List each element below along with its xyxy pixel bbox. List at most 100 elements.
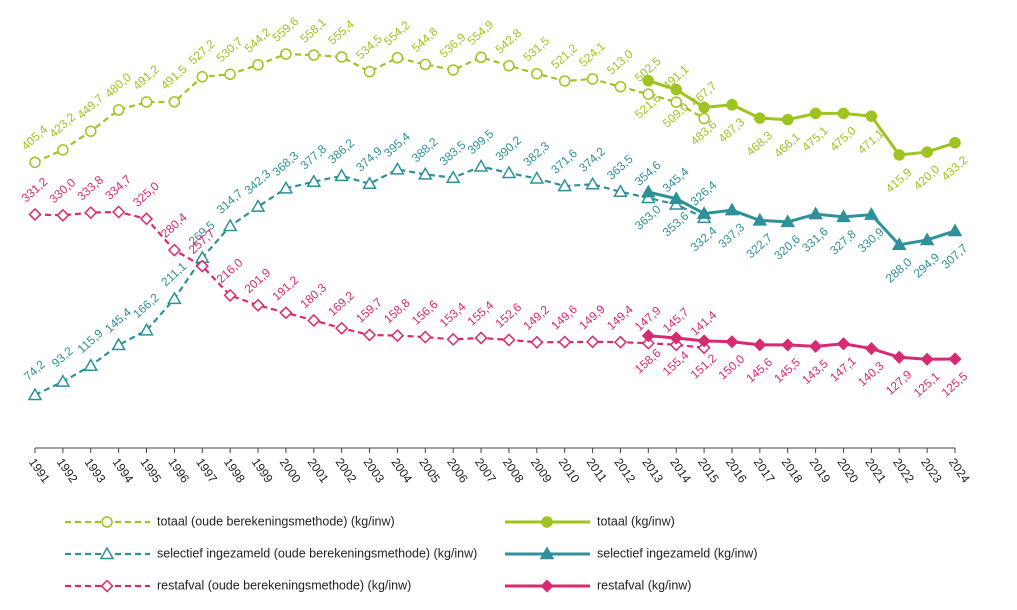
marker (335, 51, 348, 63)
marker (418, 330, 432, 344)
data-label: 74,2 (21, 357, 48, 383)
data-label: 145,7 (660, 305, 692, 336)
data-label: 449,7 (74, 91, 106, 122)
marker (112, 205, 126, 219)
marker (27, 387, 43, 401)
data-label: 386,2 (325, 136, 357, 167)
x-tick-label: 2002 (333, 456, 360, 486)
marker (753, 338, 767, 352)
data-label: 342,3 (242, 167, 274, 198)
legend-label: selectief ingezameld (oude berekeningsme… (157, 546, 477, 560)
x-tick-label: 2013 (639, 456, 666, 486)
data-label: 524,1 (576, 39, 608, 70)
x-tick-label: 1996 (165, 456, 192, 486)
x-tick-label: 1991 (26, 456, 53, 486)
marker (390, 329, 404, 343)
marker (698, 101, 710, 114)
marker (670, 96, 682, 108)
marker (28, 207, 42, 222)
marker (540, 579, 554, 593)
marker (167, 243, 181, 257)
marker (391, 52, 404, 64)
marker (836, 337, 851, 351)
marker (541, 516, 553, 528)
x-tick-label: 2020 (834, 456, 861, 486)
marker (251, 298, 265, 312)
marker (111, 337, 126, 351)
data-label: 156,6 (409, 297, 441, 328)
x-tick-label: 2016 (723, 456, 750, 486)
x-tick-label: 2017 (751, 456, 778, 486)
data-label: 151,2 (688, 351, 720, 382)
data-label: 487,3 (716, 115, 748, 146)
marker (112, 104, 125, 116)
marker (252, 59, 264, 71)
data-label: 127,9 (883, 367, 915, 398)
data-label: 353,6 (660, 209, 692, 240)
data-label: 513,0 (604, 47, 636, 78)
marker (808, 206, 823, 220)
marker (642, 88, 655, 100)
marker (55, 374, 71, 387)
x-tick-label: 2011 (584, 456, 610, 485)
data-label: 327,8 (827, 227, 859, 258)
x-tick-label: 1999 (249, 456, 276, 486)
data-label: 149,2 (520, 302, 552, 333)
marker (558, 75, 571, 87)
data-label: 521,6 (632, 91, 664, 122)
data-label: 534,5 (353, 32, 385, 63)
data-label: 93,2 (49, 344, 76, 370)
marker (223, 288, 237, 302)
x-tick-label: 2005 (416, 456, 443, 486)
data-label: 480,0 (102, 70, 134, 101)
data-label: 147,1 (827, 354, 859, 385)
data-label: 140,3 (855, 358, 887, 389)
marker (947, 223, 963, 237)
marker (781, 113, 794, 126)
data-label: 345,4 (660, 164, 692, 195)
marker (140, 96, 153, 108)
data-label: 149,9 (576, 302, 608, 333)
data-label: 325,0 (130, 179, 162, 210)
marker (279, 306, 293, 320)
marker (836, 209, 851, 223)
marker (642, 74, 655, 87)
marker (668, 191, 684, 204)
marker (29, 156, 41, 169)
legend-label: totaal (kg/inw) (597, 514, 675, 528)
data-label: 383,5 (437, 138, 469, 169)
x-tick-label: 2014 (667, 456, 694, 486)
x-tick-label: 2019 (807, 456, 834, 486)
legend-label: selectief ingezameld (kg/inw) (597, 546, 758, 560)
marker (754, 112, 766, 124)
x-tick-label: 2018 (779, 456, 806, 486)
data-label: 331,6 (799, 224, 831, 255)
legend-item: selectief ingezameld (kg/inw) (505, 546, 758, 560)
data-label: 147,9 (632, 303, 664, 334)
data-label: 331,2 (19, 174, 51, 205)
data-label: 333,8 (74, 173, 106, 204)
data-label: 395,4 (381, 129, 413, 160)
data-label: 388,2 (409, 134, 441, 165)
x-tick-label: 1992 (54, 456, 81, 486)
data-label: 150,0 (716, 352, 748, 383)
marker (586, 335, 600, 349)
marker (101, 516, 113, 528)
x-tick-label: 1994 (110, 456, 137, 486)
marker (780, 214, 796, 228)
marker (892, 350, 906, 364)
x-tick-label: 2009 (528, 456, 555, 486)
data-label: 554,9 (465, 17, 497, 48)
marker (390, 161, 405, 175)
data-label: 363,0 (632, 202, 664, 233)
marker (920, 352, 934, 366)
data-label: 330,0 (46, 175, 78, 206)
marker (446, 332, 460, 346)
data-label: 322,7 (743, 230, 775, 261)
data-label: 280,4 (158, 210, 190, 241)
data-label: 368,3 (270, 148, 302, 179)
marker (558, 335, 572, 349)
data-label: 334,7 (102, 172, 134, 203)
marker (949, 137, 961, 149)
